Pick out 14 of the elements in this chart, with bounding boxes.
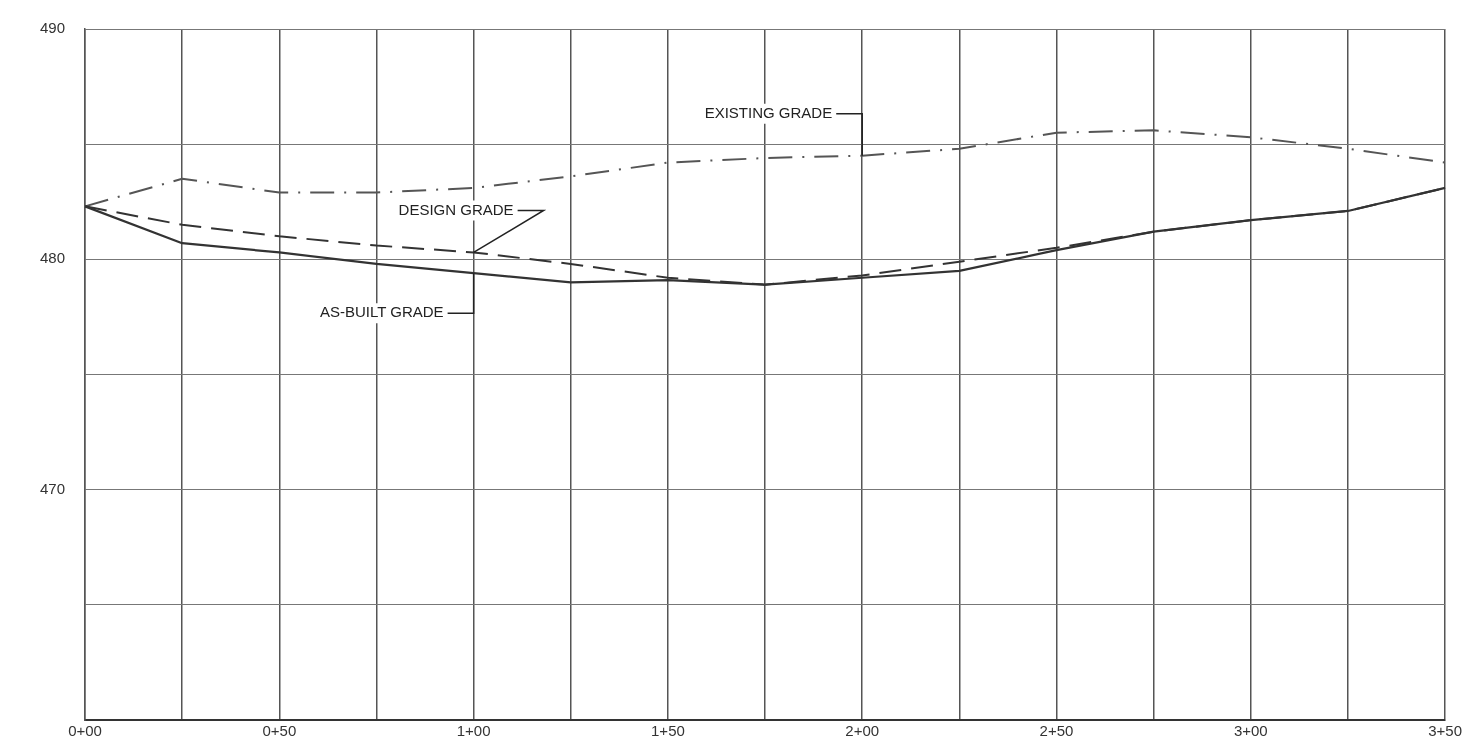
- x-tick-label: 0+50: [262, 722, 297, 740]
- y-tick-label: 470: [40, 479, 66, 497]
- x-tick-label: 3+00: [1233, 722, 1268, 740]
- x-tick-label: 3+50: [1428, 722, 1463, 740]
- annotation: DESIGN GRADE: [398, 200, 514, 218]
- x-tick-label: 2+00: [845, 722, 880, 740]
- y-tick-label: 490: [40, 19, 66, 37]
- x-tick-label: 2+50: [1039, 722, 1074, 740]
- x-tick-label: 1+00: [456, 722, 491, 740]
- annotation: AS-BUILT GRADE: [319, 303, 444, 321]
- x-tick-label: 1+50: [651, 722, 685, 740]
- annotation: EXISTING GRADE: [704, 103, 833, 121]
- x-tick-label: 0+00: [68, 722, 102, 740]
- y-tick-label: 480: [40, 249, 66, 267]
